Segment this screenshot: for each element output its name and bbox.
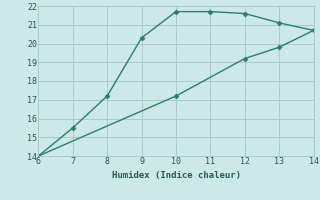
X-axis label: Humidex (Indice chaleur): Humidex (Indice chaleur) [111, 171, 241, 180]
